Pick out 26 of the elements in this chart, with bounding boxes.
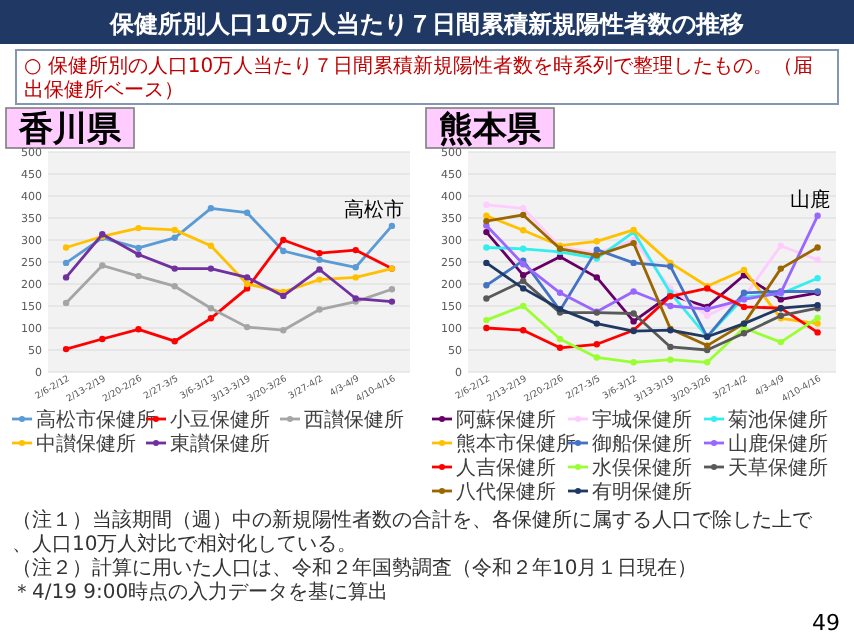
legend-label: 有明保健所 bbox=[592, 480, 692, 504]
legend-label: 西讃保健所 bbox=[304, 408, 404, 432]
legend-label: 菊池保健所 bbox=[728, 408, 828, 432]
chart-title: 香川県 bbox=[17, 110, 123, 150]
chart-title: 熊本県 bbox=[439, 110, 543, 150]
legend-label: 人吉保健所 bbox=[456, 456, 556, 480]
legend-label: 東讃保健所 bbox=[170, 432, 270, 456]
text: ＊4/19 9:00時点の入力データを基に算出 bbox=[12, 580, 389, 604]
text: 保健所別人口10万人当たり７日間累積新規陽性者数の推移 bbox=[108, 10, 744, 38]
legend-label: 高松市保健所 bbox=[36, 408, 156, 432]
legend-label: 宇城保健所 bbox=[592, 408, 692, 432]
legend-label: 中讃保健所 bbox=[36, 432, 136, 456]
legend-label: 阿蘇保健所 bbox=[456, 408, 556, 432]
legend-label: 山鹿保健所 bbox=[728, 432, 828, 456]
text: （注２）計算に用いた人口は、令和２年国勢調査（令和２年10月１日現在） bbox=[12, 556, 698, 580]
legend-label: 御船保健所 bbox=[592, 432, 692, 456]
legend-label: 小豆保健所 bbox=[170, 408, 270, 432]
text: （注１）当該期間（週）中の新規陽性者数の合計を、各保健所に属する人口で除した上で、人口10万人対比で相対化している。 bbox=[12, 508, 814, 556]
legend-label: 天草保健所 bbox=[728, 456, 828, 480]
annotation: 高松市 bbox=[343, 197, 404, 222]
legend-label: 水俣保健所 bbox=[592, 456, 692, 480]
text: ○ 保健所別の人口10万人当たり７日間累積新規陽性者数を時系列で整理したもの。（届出保健所ベース） bbox=[24, 54, 814, 102]
annotation: 山鹿 bbox=[789, 187, 830, 212]
legend-label: 八代保健所 bbox=[456, 480, 556, 504]
legend-label: 熊本市保健所 bbox=[456, 432, 576, 456]
text: 49 bbox=[812, 610, 840, 636]
